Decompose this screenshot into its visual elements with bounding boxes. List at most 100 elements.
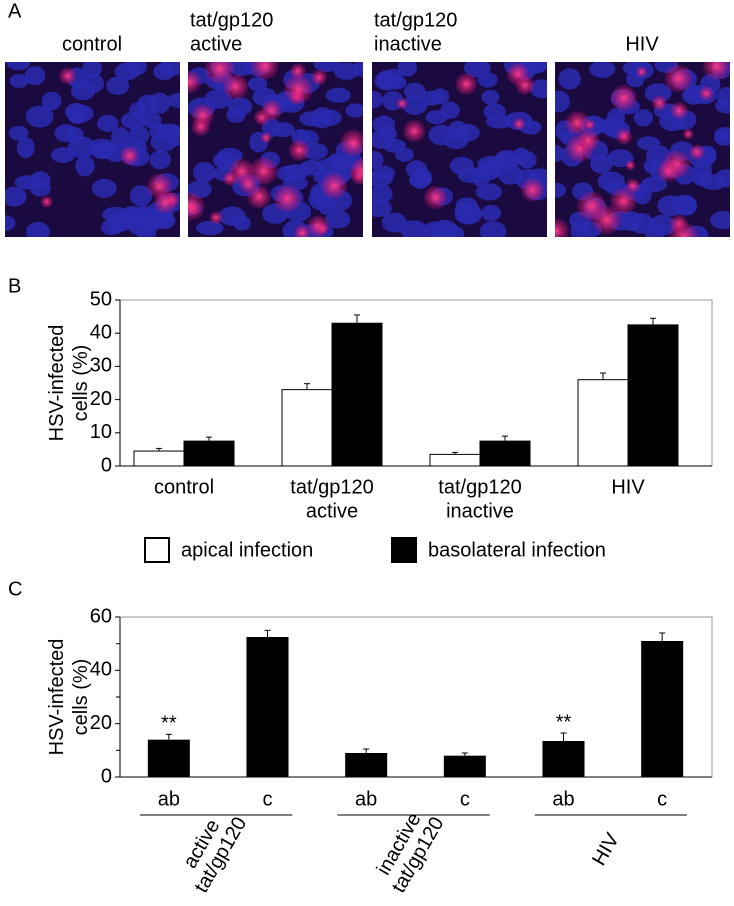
nucleus bbox=[136, 221, 157, 237]
nucleus bbox=[372, 199, 392, 217]
stain bbox=[350, 157, 363, 183]
nucleus bbox=[629, 213, 655, 234]
stain bbox=[120, 146, 139, 166]
y-axis-label-line: HSV-infected bbox=[46, 325, 68, 442]
nucleus bbox=[218, 206, 246, 226]
x-tick-label: active bbox=[306, 500, 358, 522]
stain bbox=[396, 98, 408, 110]
nucleus bbox=[693, 171, 712, 187]
nucleus bbox=[570, 220, 590, 237]
nucleus bbox=[419, 90, 444, 106]
stain bbox=[610, 188, 637, 215]
plot-frame bbox=[119, 616, 713, 778]
nucleus bbox=[196, 220, 224, 236]
stain bbox=[403, 119, 426, 143]
nucleus bbox=[678, 195, 697, 216]
panel-label: B bbox=[8, 275, 21, 297]
stain bbox=[664, 64, 693, 93]
y-tick-label: 20 bbox=[90, 712, 112, 734]
nucleus bbox=[106, 76, 130, 95]
nucleus bbox=[5, 215, 16, 231]
stain bbox=[520, 178, 545, 202]
stain bbox=[284, 75, 313, 104]
nucleus bbox=[589, 62, 616, 78]
stain bbox=[577, 191, 607, 221]
nucleus bbox=[428, 124, 455, 146]
nucleus bbox=[120, 111, 147, 130]
stain bbox=[251, 62, 279, 80]
nucleus bbox=[167, 92, 180, 109]
nucleus bbox=[82, 62, 102, 79]
bar bbox=[577, 379, 629, 467]
image-label: control bbox=[62, 33, 122, 55]
bar bbox=[542, 741, 585, 777]
x-tick-label: ab bbox=[355, 788, 377, 810]
nucleus bbox=[226, 107, 246, 123]
stain bbox=[290, 63, 306, 80]
stain bbox=[670, 102, 688, 120]
panel-label: C bbox=[8, 578, 22, 600]
bar bbox=[133, 450, 185, 467]
nucleus bbox=[599, 117, 624, 136]
image-label: inactive bbox=[374, 33, 442, 55]
stain bbox=[204, 62, 235, 84]
stain bbox=[340, 129, 363, 157]
nucleus bbox=[228, 62, 255, 77]
nucleus bbox=[26, 221, 50, 237]
nucleus bbox=[377, 70, 396, 89]
stain bbox=[565, 111, 590, 135]
nucleus bbox=[166, 125, 180, 147]
stain bbox=[703, 62, 730, 80]
stain bbox=[423, 185, 448, 210]
nucleus bbox=[149, 150, 171, 170]
group-label: inactivetat/gp120 bbox=[369, 803, 449, 897]
nucleus bbox=[481, 204, 502, 222]
x-tick-label: inactive bbox=[446, 500, 514, 522]
nucleus bbox=[41, 91, 62, 111]
bar bbox=[345, 753, 388, 777]
nucleus bbox=[633, 109, 654, 127]
y-tick-label: 60 bbox=[90, 605, 112, 627]
nucleus bbox=[493, 149, 520, 171]
stain bbox=[188, 70, 201, 94]
annotation: ** bbox=[556, 711, 572, 733]
nucleus bbox=[345, 103, 363, 118]
nucleus bbox=[67, 136, 96, 159]
nucleus bbox=[590, 154, 613, 174]
stain bbox=[512, 117, 526, 130]
group-label: HIV bbox=[588, 829, 624, 869]
bar bbox=[183, 440, 235, 467]
legend-label: basolateral infection bbox=[428, 539, 606, 561]
nucleus bbox=[372, 184, 393, 204]
bar bbox=[627, 324, 679, 467]
nucleus bbox=[475, 183, 503, 201]
stain bbox=[294, 224, 311, 237]
bar bbox=[281, 389, 333, 467]
stain bbox=[625, 160, 636, 171]
nucleus bbox=[25, 105, 54, 128]
micrograph bbox=[372, 62, 547, 237]
nucleus bbox=[481, 89, 500, 105]
stain bbox=[223, 74, 249, 100]
stain bbox=[625, 178, 641, 194]
micrograph bbox=[188, 62, 363, 237]
nucleus bbox=[431, 219, 459, 237]
stain bbox=[689, 144, 705, 160]
x-tick-label: ab bbox=[158, 788, 180, 810]
nucleus bbox=[8, 125, 29, 141]
bar bbox=[331, 322, 383, 467]
nucleus bbox=[485, 114, 513, 129]
nucleus bbox=[128, 125, 150, 146]
y-tick-label: 10 bbox=[90, 421, 112, 443]
x-tick-label: c bbox=[460, 788, 470, 810]
stain bbox=[316, 223, 329, 235]
nucleus bbox=[129, 185, 153, 207]
nucleus bbox=[440, 101, 460, 119]
annotation: ** bbox=[161, 713, 177, 735]
x-tick-label: tat/gp120 bbox=[290, 476, 373, 498]
nucleus bbox=[313, 62, 342, 72]
stain bbox=[238, 174, 258, 194]
nucleus bbox=[463, 62, 491, 78]
nucleus bbox=[5, 186, 27, 207]
nucleus bbox=[24, 66, 46, 86]
